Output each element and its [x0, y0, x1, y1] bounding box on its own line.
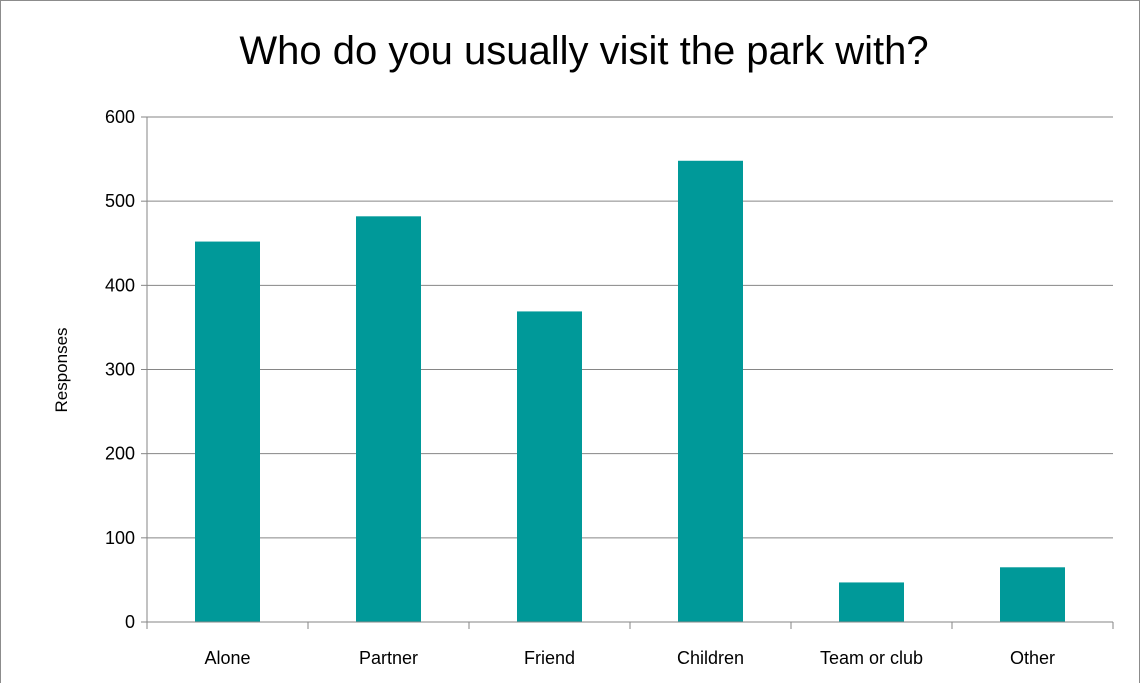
- x-tick-label: Friend: [524, 648, 575, 668]
- bar: [356, 216, 421, 623]
- bar: [678, 160, 743, 622]
- chart-title: Who do you usually visit the park with?: [239, 29, 928, 73]
- x-tick-label: Children: [677, 648, 744, 668]
- y-tick-label: 300: [105, 360, 135, 380]
- y-tick-label: 400: [105, 275, 135, 295]
- y-tick-label: 600: [105, 107, 135, 127]
- y-tick-label: 100: [105, 528, 135, 548]
- bar: [1000, 567, 1065, 622]
- y-tick-label: 200: [105, 444, 135, 464]
- y-tick-labels: 0 100 200 300 400 500 600: [105, 107, 135, 632]
- gridlines: [141, 116, 1113, 623]
- x-tick-label: Alone: [204, 648, 250, 668]
- x-tick-label: Team or club: [820, 648, 923, 668]
- y-tick-label: 500: [105, 191, 135, 211]
- bar: [195, 241, 260, 623]
- x-tick-label: Other: [1010, 648, 1055, 668]
- y-tick-label: 0: [125, 612, 135, 632]
- bar: [517, 311, 582, 622]
- bar: [839, 582, 904, 622]
- x-tick-label: Partner: [359, 648, 418, 668]
- axes: [146, 117, 1114, 629]
- bars: [195, 160, 1065, 623]
- y-axis-title: Responses: [52, 327, 71, 412]
- x-tick-labels: Alone Partner Friend Children Team or club Ot…: [204, 648, 1055, 668]
